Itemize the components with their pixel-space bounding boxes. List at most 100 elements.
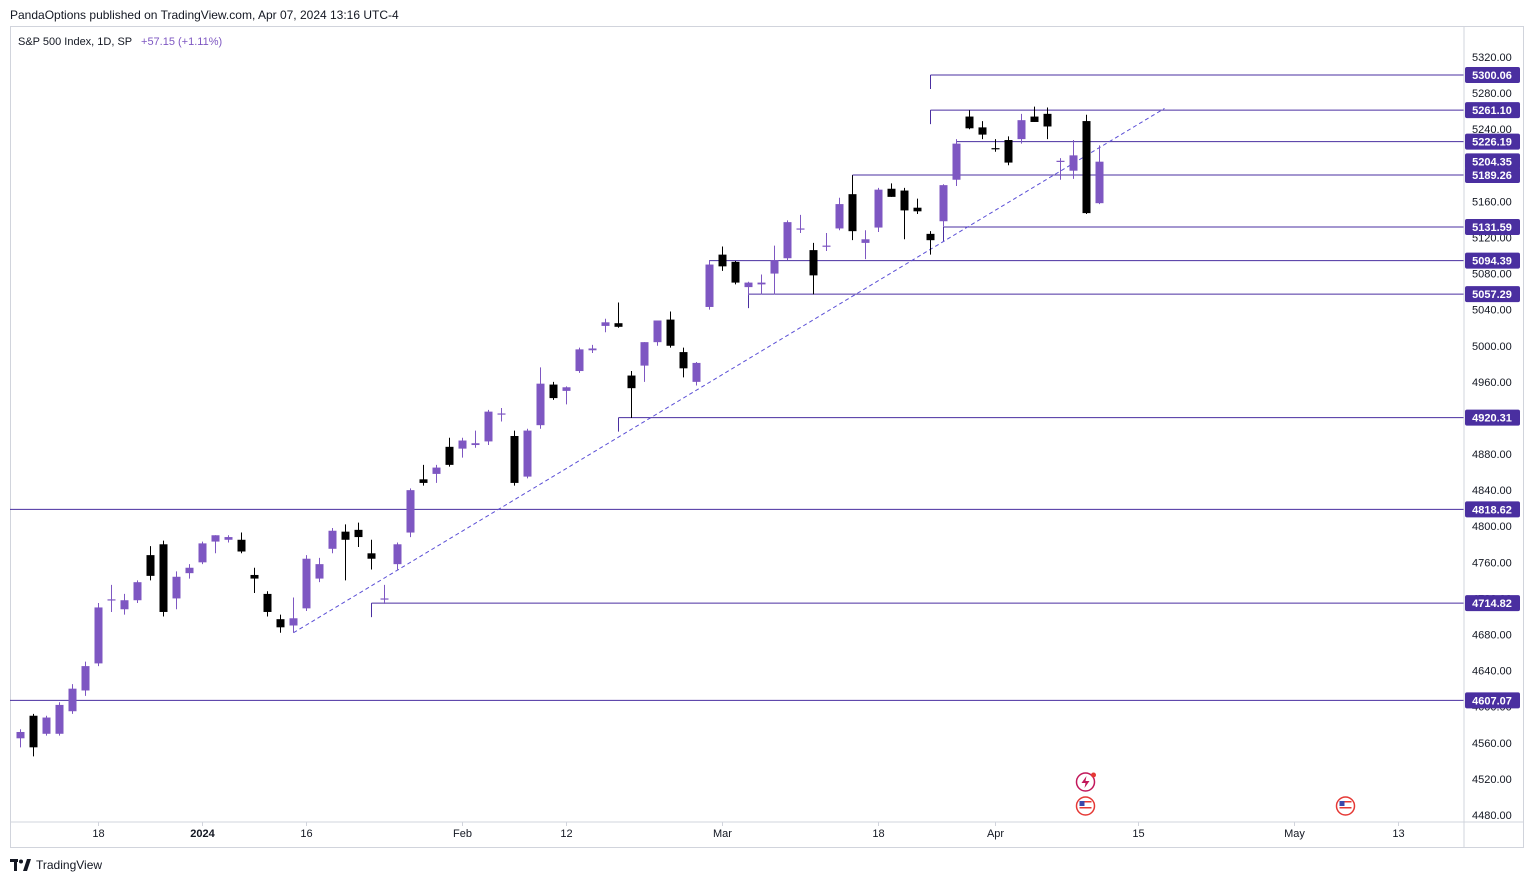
time-axis: 18 2024 16 Feb 12 Mar 18 Apr 15 May 13: [10, 821, 1524, 840]
candle-body: [445, 446, 454, 465]
candle-body: [926, 233, 935, 241]
candle-body: [1095, 161, 1104, 204]
candle-body: [1069, 155, 1078, 171]
candle: [887, 183, 896, 197]
candle: [1043, 107, 1052, 140]
candle: [497, 408, 506, 422]
candle-body: [354, 529, 363, 538]
x-tick-label: 18: [872, 828, 884, 840]
candle-body: [263, 593, 272, 612]
flag-canton: [1339, 801, 1345, 806]
candle-body: [198, 543, 207, 563]
y-tick-label: 4880.00: [1472, 449, 1512, 461]
candle-body: [679, 352, 688, 369]
candle-body: [848, 194, 857, 232]
candle-body: [653, 320, 662, 343]
x-tick-label: Feb: [453, 828, 472, 840]
candle: [848, 175, 857, 241]
price-level-label-bg: [1465, 66, 1520, 83]
price-level-label-bg: [1465, 286, 1520, 303]
flag-event-ring: [1335, 796, 1356, 816]
candle-body: [133, 582, 142, 601]
candle-body: [419, 479, 428, 483]
candle: [601, 318, 610, 333]
candle-body: [224, 537, 233, 540]
candle: [328, 528, 337, 554]
tradingview-footer[interactable]: TradingView: [10, 858, 102, 872]
candle: [718, 246, 727, 271]
candle-body: [757, 282, 766, 285]
candle-body: [367, 553, 376, 559]
candle: [406, 488, 415, 538]
horizontal-levels: [10, 74, 1464, 701]
candle-body: [601, 322, 610, 326]
candle: [68, 684, 77, 714]
tradingview-brand: TradingView: [36, 858, 103, 872]
price-level-label: 4714.82: [1472, 598, 1512, 610]
candle-body: [159, 544, 168, 612]
flag-stripe: [1339, 804, 1352, 806]
us-flag-event-icon[interactable]: [1335, 796, 1356, 816]
candle: [679, 347, 688, 378]
flag-stripe: [1079, 807, 1092, 809]
candle-body: [42, 717, 51, 734]
us-flag-event-icon[interactable]: [1075, 796, 1096, 816]
lightning-glyph: [1081, 776, 1090, 788]
candle-body: [887, 188, 896, 197]
candle: [1030, 106, 1039, 122]
price-level-label-bg: [1465, 595, 1520, 612]
price-level-label: 5226.19: [1472, 137, 1512, 149]
candle: [81, 661, 90, 696]
candle-body: [341, 531, 350, 540]
x-tick-label: Apr: [987, 828, 1004, 840]
candle: [315, 557, 324, 583]
candle: [822, 232, 831, 252]
candle: [484, 409, 493, 446]
y-tick-label: 4560.00: [1472, 738, 1512, 750]
symbol-legend[interactable]: S&P 500 Index, 1D, SP +57.15 (+1.11%): [18, 36, 222, 48]
y-tick-label: 5280.00: [1472, 88, 1512, 100]
candle: [224, 535, 233, 543]
x-tick-label: 16: [300, 828, 312, 840]
candle: [458, 437, 467, 458]
candle: [471, 430, 480, 448]
candle: [302, 555, 311, 612]
flag-stripe: [1339, 810, 1352, 812]
candle: [835, 197, 844, 231]
candle-body: [744, 282, 753, 288]
y-tick-label: 5320.00: [1472, 52, 1512, 64]
price-level-label-bg: [1465, 409, 1520, 426]
candle: [354, 522, 363, 547]
lightning-event-icon[interactable]: [1075, 772, 1097, 792]
candle: [55, 702, 64, 736]
chart-pane[interactable]: [10, 26, 1524, 848]
candle: [42, 715, 51, 736]
candle: [263, 591, 272, 617]
y-tick-label: 4520.00: [1472, 774, 1512, 786]
x-tick-label: 18: [92, 828, 104, 840]
candle-body: [1043, 113, 1052, 127]
candle-body: [575, 349, 584, 372]
price-level-label-bg: [1465, 102, 1520, 119]
candle: [341, 524, 350, 581]
candle-body: [939, 185, 948, 222]
price-level-label: 5204.35: [1472, 156, 1512, 168]
candle-body: [965, 116, 974, 129]
price-change: +57.15 (+1.11%): [141, 36, 223, 48]
candle-body: [380, 598, 389, 600]
candle-body: [1082, 121, 1091, 214]
candle-body: [731, 261, 740, 283]
candle: [1004, 136, 1013, 166]
candle-body: [211, 535, 220, 542]
candle: [978, 121, 987, 140]
candle: [380, 584, 389, 604]
y-tick-label: 4480.00: [1472, 810, 1512, 822]
candle-body: [562, 387, 571, 391]
candle-body: [666, 319, 675, 346]
candle-body: [510, 436, 519, 483]
candle-body: [796, 228, 805, 230]
y-tick-label: 5120.00: [1472, 232, 1512, 244]
x-tick-label: Mar: [713, 828, 732, 840]
candle: [94, 602, 103, 667]
